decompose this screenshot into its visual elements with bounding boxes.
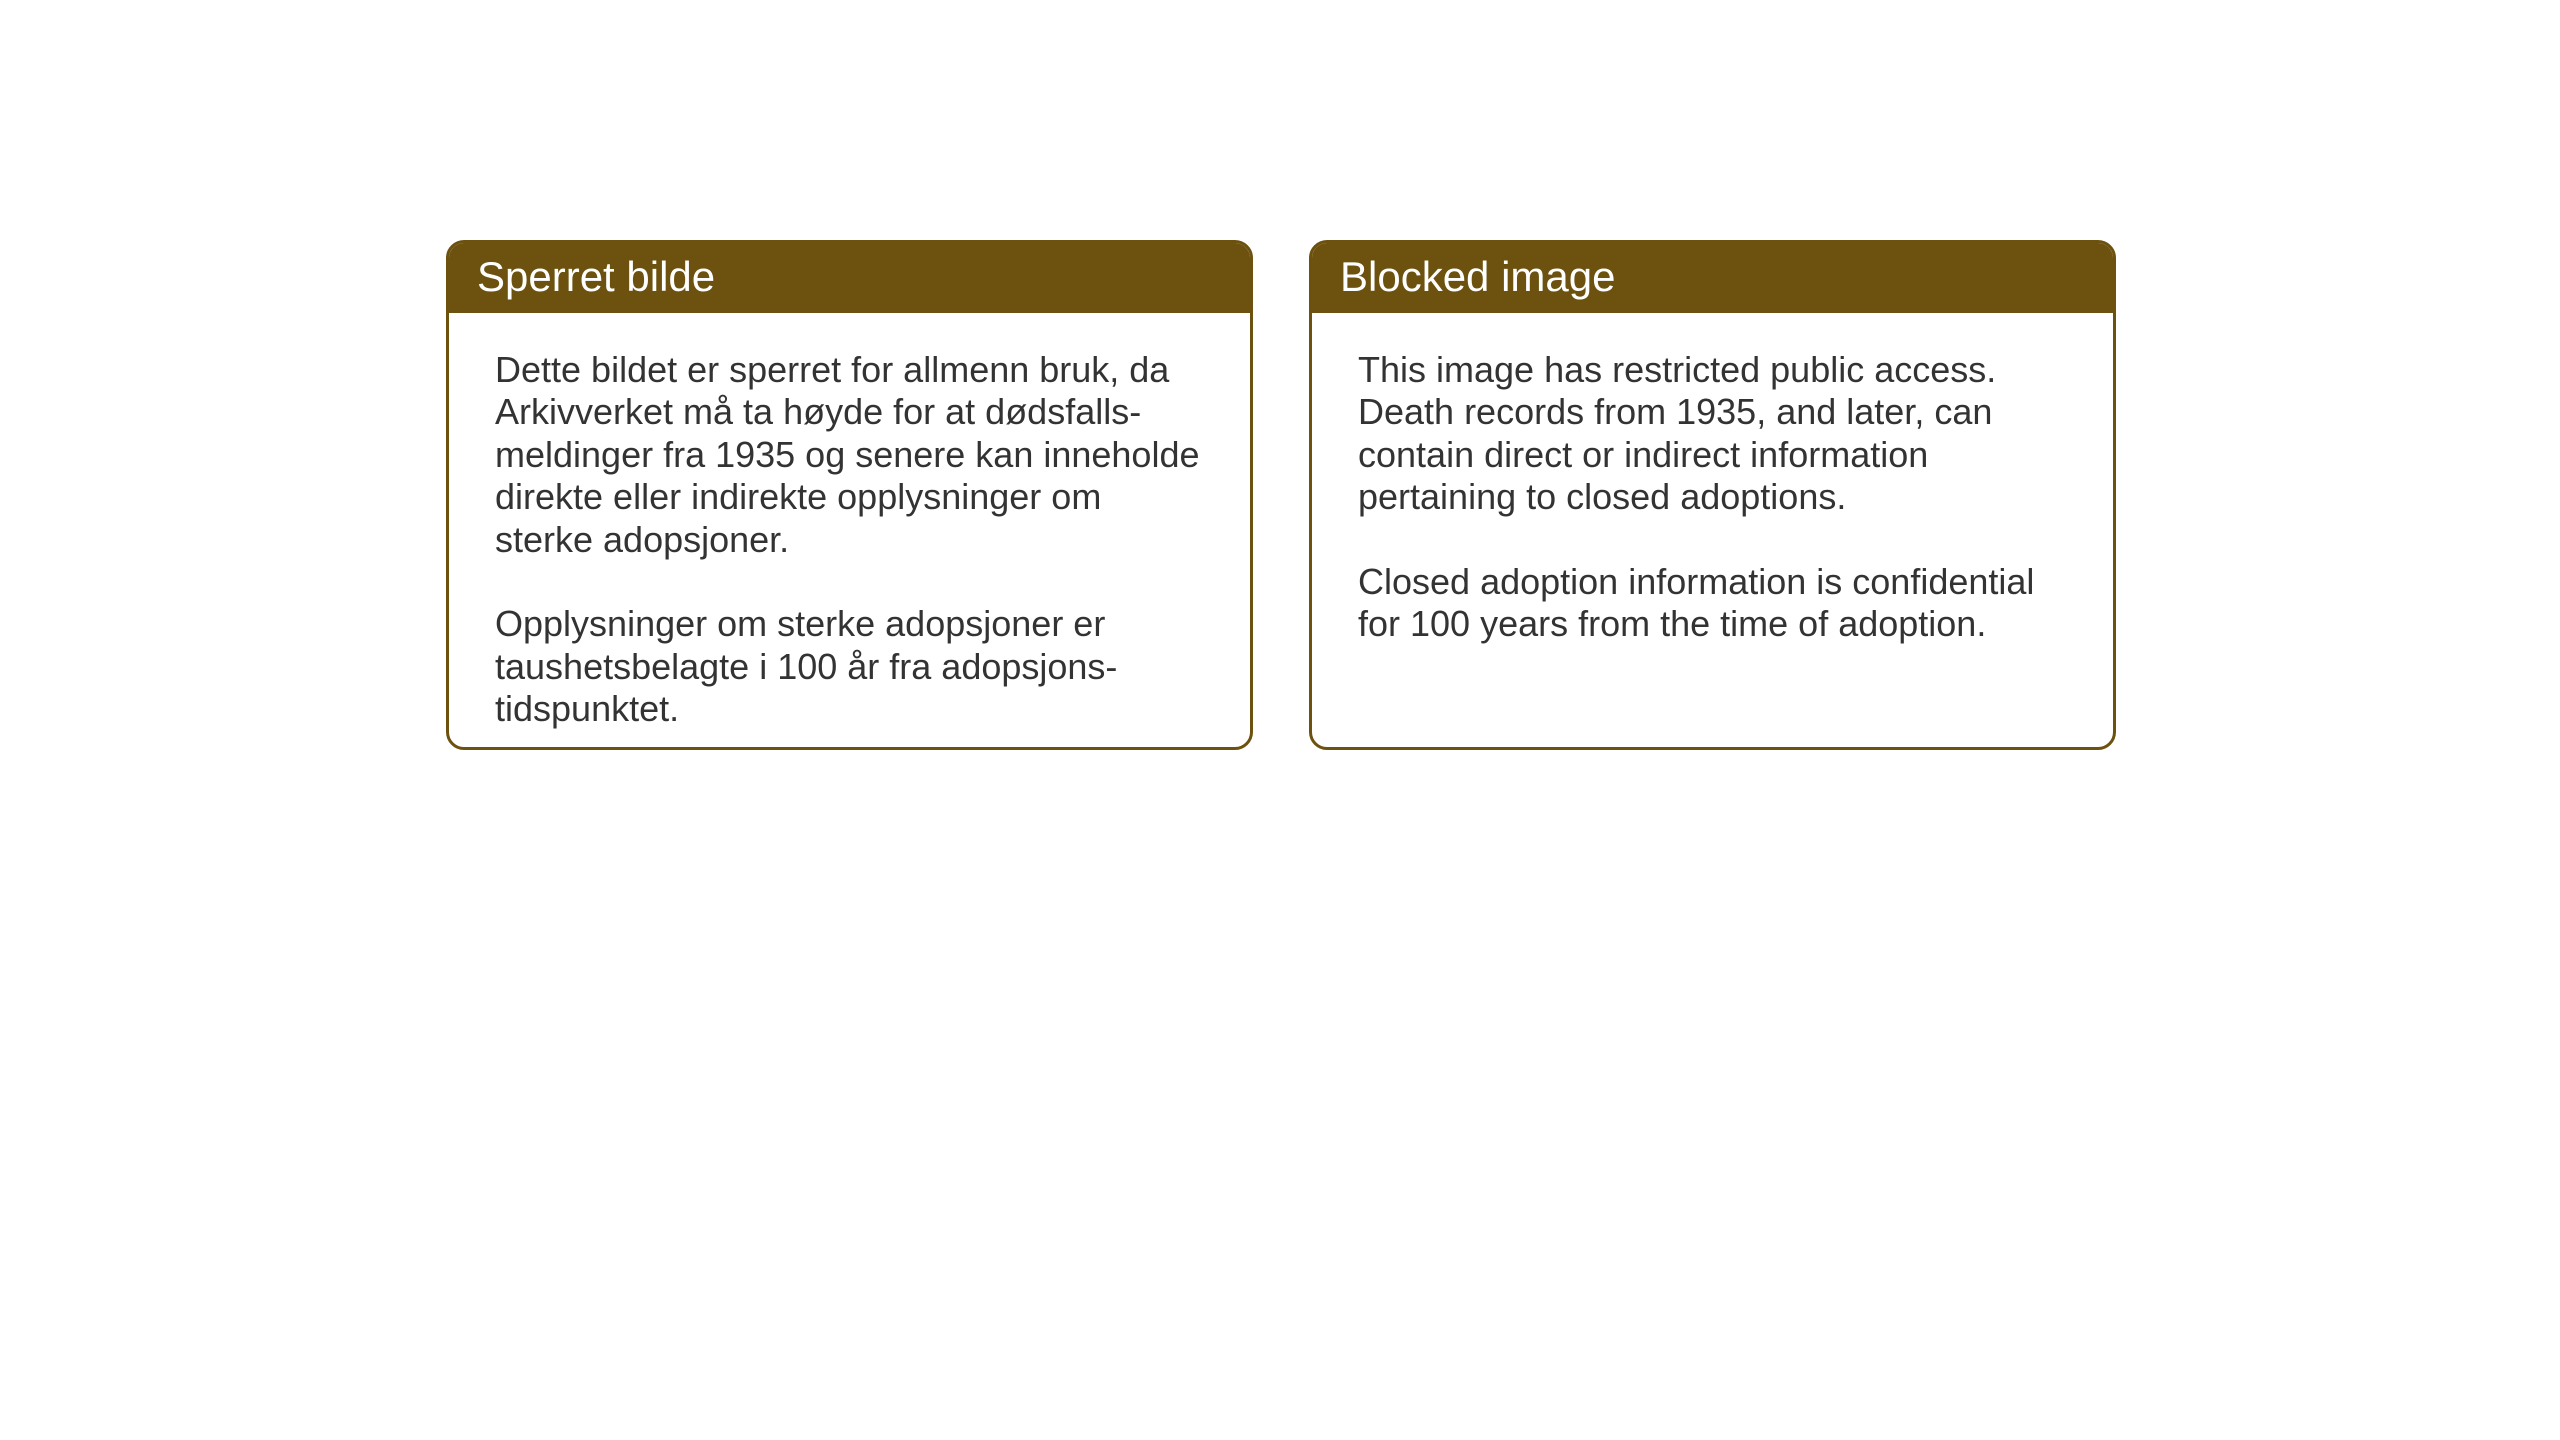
card-title: Sperret bilde (449, 243, 1250, 313)
card-title: Blocked image (1312, 243, 2113, 313)
card-paragraph: Closed adoption information is confident… (1358, 561, 2067, 646)
card-paragraph: Dette bildet er sperret for allmenn bruk… (495, 349, 1204, 561)
notice-container: Sperret bilde Dette bildet er sperret fo… (0, 0, 2560, 750)
card-body: This image has restricted public access.… (1312, 313, 2113, 682)
card-paragraph: This image has restricted public access.… (1358, 349, 2067, 519)
card-paragraph: Opplysninger om sterke adopsjoner er tau… (495, 603, 1204, 730)
card-body: Dette bildet er sperret for allmenn bruk… (449, 313, 1250, 750)
notice-card-norwegian: Sperret bilde Dette bildet er sperret fo… (446, 240, 1253, 750)
notice-card-english: Blocked image This image has restricted … (1309, 240, 2116, 750)
